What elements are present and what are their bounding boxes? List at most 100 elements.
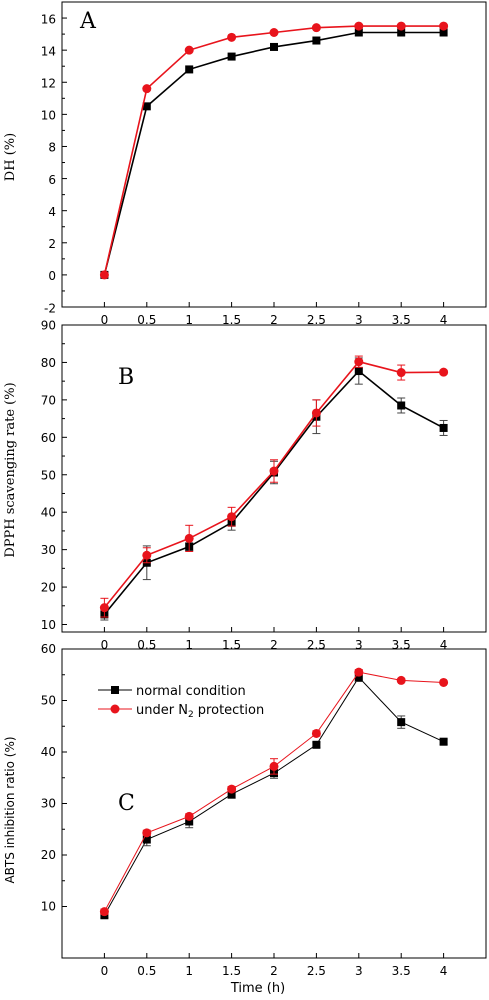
y-tick-label: 4: [48, 205, 56, 219]
y-tick-label: 60: [41, 642, 56, 656]
x-tick-label: 2: [270, 964, 278, 978]
data-point-normal: [185, 817, 194, 826]
data-point-n2: [311, 23, 321, 33]
data-point-n2: [396, 675, 406, 685]
x-tick-label: 0: [101, 638, 109, 652]
data-point-n2: [311, 728, 321, 738]
data-point-n2: [354, 357, 364, 367]
y-tick-label: 60: [41, 431, 56, 445]
data-point-n2: [269, 466, 279, 476]
x-tick-label: 0.5: [137, 313, 156, 327]
x-tick-label: 3: [355, 313, 363, 327]
data-point-n2: [439, 677, 449, 687]
legend-marker-n2: [110, 704, 120, 714]
legend-label-n2: under N2 protection: [136, 703, 264, 720]
x-tick-label: 4: [440, 964, 448, 978]
x-tick-label: 3: [355, 638, 363, 652]
y-tick-label: 20: [41, 581, 56, 595]
data-point-n2: [439, 21, 449, 31]
data-point-n2: [99, 270, 109, 280]
data-point-n2: [184, 811, 194, 821]
y-tick-label: 80: [41, 356, 56, 370]
data-point-normal: [270, 42, 278, 51]
y-tick-label: 70: [41, 393, 56, 407]
x-tick-label: 1: [185, 638, 193, 652]
x-tick-label: 2: [270, 313, 278, 327]
y-tick-label: -2: [44, 301, 56, 315]
x-tick-label: 3.5: [392, 313, 411, 327]
x-tick-label: 1: [185, 964, 193, 978]
data-point-n2: [227, 512, 237, 522]
x-tick-label: 3.5: [392, 638, 411, 652]
legend-marker-normal: [111, 686, 119, 694]
data-point-normal: [312, 740, 321, 749]
x-tick-label: 0.5: [137, 638, 156, 652]
data-point-normal: [439, 737, 448, 746]
panel-b: 10 20 30 40 50 60 70 80 90 0 0.5 1 1.5 2 2.5 3 3.5 4: [41, 319, 487, 652]
data-point-n2: [227, 784, 237, 794]
x-axis-title: Time (h): [230, 981, 285, 996]
series-line-normal-a: [103, 31, 444, 276]
x-tick-label: 2.5: [307, 638, 326, 652]
x-tick-label: 2.5: [307, 313, 326, 327]
x-tick-label: 3.5: [392, 964, 411, 978]
y-tick-label: 30: [41, 543, 56, 557]
data-point-n2: [439, 367, 449, 377]
y-tick-label: 6: [48, 173, 56, 187]
y-tick-label: 40: [41, 745, 56, 759]
x-tick-label: 1: [185, 313, 193, 327]
y-tick-label: 10: [41, 109, 56, 123]
data-point-n2: [269, 28, 279, 37]
series-line-normal-b: [103, 369, 444, 615]
data-point-n2: [142, 550, 152, 560]
data-point-n2: [396, 368, 406, 378]
x-tick-label: 0: [101, 964, 109, 978]
data-point-n2: [99, 907, 109, 917]
data-point-n2: [311, 408, 321, 418]
y-tick-label: 12: [41, 77, 56, 91]
data-point-normal: [354, 367, 363, 376]
data-point-normal: [185, 65, 194, 74]
y-tick-label: 0: [48, 269, 56, 283]
data-point-normal: [227, 52, 236, 61]
legend-label-n2-sub: 2: [188, 710, 194, 720]
y-axis-title-b: DPPH scavenging rate (%): [3, 382, 18, 557]
y-tick-label: 14: [41, 44, 56, 58]
x-tick-label: 1.5: [222, 638, 241, 652]
data-point-normal: [354, 28, 363, 37]
data-point-normal: [312, 36, 321, 45]
legend-label-normal: normal condition: [136, 684, 246, 699]
panel-letter-c: C: [118, 791, 135, 816]
y-axis-title-a: DH (%): [3, 133, 18, 181]
series-line-n2-a: [103, 25, 444, 276]
data-point-n2: [142, 84, 152, 94]
data-point-normal: [439, 28, 448, 37]
y-tick-label: 30: [41, 797, 56, 811]
data-point-n2: [354, 21, 364, 31]
y-tick-label: 50: [41, 694, 56, 708]
data-point-normal: [142, 835, 151, 844]
data-point-normal: [142, 102, 151, 111]
y-tick-label: 10: [41, 900, 56, 914]
legend: normal condition under N2 protection: [98, 684, 264, 720]
legend-label-n2-main: under N: [136, 703, 188, 718]
data-point-normal: [397, 28, 406, 37]
data-point-normal: [397, 718, 406, 727]
x-tick-label: 2.5: [307, 964, 326, 978]
y-tick-label: 10: [41, 618, 56, 632]
x-tick-label: 4: [440, 313, 448, 327]
data-point-n2: [99, 603, 109, 613]
x-tick-label: 4: [440, 638, 448, 652]
y-tick-label: 2: [48, 237, 56, 251]
data-point-n2: [184, 45, 194, 55]
data-point-normal: [397, 401, 406, 410]
y-tick-label: 90: [41, 319, 56, 333]
y-tick-label: 20: [41, 848, 56, 862]
data-point-normal: [227, 790, 236, 799]
data-point-n2: [227, 32, 237, 42]
y-tick-label: 16: [41, 12, 56, 26]
x-tick-label: 2: [270, 638, 278, 652]
legend-label-n2-rest: protection: [194, 703, 265, 718]
y-tick-label: 40: [41, 506, 56, 520]
